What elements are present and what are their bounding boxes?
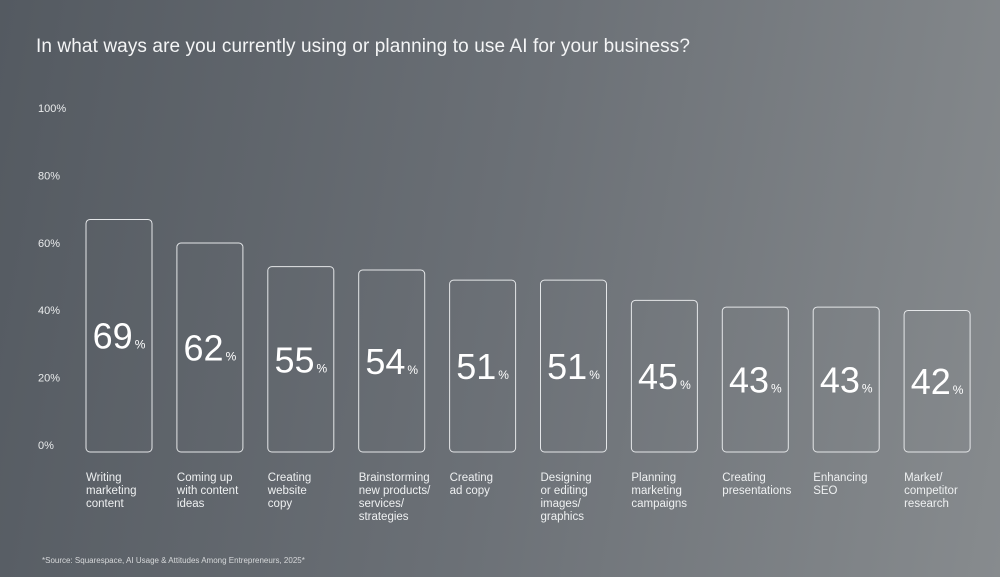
data-label-value: 55: [274, 339, 314, 380]
x-tick-label-line: images/: [541, 498, 582, 510]
bar: [903, 309, 971, 453]
y-tick-label: 100%: [38, 103, 66, 115]
bars-group: 69% 62% 55% 54% 51% 51% 45% 43% 43% 42%: [85, 218, 971, 453]
bar: [176, 242, 244, 453]
x-tick-label: Enhancing SEO: [813, 472, 867, 497]
data-label: 43%: [729, 360, 782, 401]
data-label: 45%: [638, 356, 691, 397]
data-label: 55%: [274, 339, 327, 380]
data-label-value: 51: [456, 346, 496, 387]
data-label: 62%: [184, 328, 237, 369]
x-tick-label: Planning marketing campaigns: [631, 472, 687, 510]
x-tick-label: Designing or editing images/graphics: [541, 472, 592, 523]
x-tick-label-line: Creating: [722, 472, 765, 484]
x-tick-label: Creating ad copy: [450, 472, 493, 497]
y-tick-label: 60%: [38, 238, 60, 250]
x-tick-label-line: ad copy: [450, 485, 491, 497]
y-tick-label: 0%: [38, 440, 54, 452]
data-label-value: 43: [729, 360, 769, 401]
x-tick-label: Writing marketing content: [86, 472, 137, 510]
data-label-unit: %: [953, 383, 964, 397]
bar: [721, 306, 789, 453]
data-label-value: 45: [638, 356, 678, 397]
data-label: 69%: [93, 316, 146, 357]
y-tick-label: 40%: [38, 305, 60, 317]
x-tick-label-line: Designing: [541, 472, 592, 484]
source-note: *Source: Squarespace, AI Usage & Attitud…: [42, 556, 305, 565]
x-tick-label-line: Market/: [904, 472, 943, 484]
data-label-value: 54: [365, 341, 405, 382]
x-tick-label-line: ideas: [177, 498, 205, 510]
data-label-unit: %: [680, 378, 691, 392]
x-tick-label-line: Planning: [631, 472, 676, 484]
x-tick-label-line: new products/: [359, 485, 431, 497]
x-tick-label-line: website: [267, 485, 307, 497]
x-tick-label-line: Coming up: [177, 472, 233, 484]
data-label: 51%: [456, 346, 509, 387]
chart-title: In what ways are you currently using or …: [36, 36, 691, 57]
data-label-value: 43: [820, 360, 860, 401]
data-label-value: 51: [547, 346, 587, 387]
x-tick-label-line: with content: [176, 485, 239, 497]
x-tick-label-line: content: [86, 498, 125, 510]
x-tick-label-line: Creating: [450, 472, 493, 484]
data-label-unit: %: [771, 382, 782, 396]
data-label-unit: %: [589, 368, 600, 382]
data-label: 43%: [820, 360, 873, 401]
data-label-unit: %: [135, 338, 146, 352]
data-label-value: 42: [911, 361, 951, 402]
data-label-unit: %: [407, 363, 418, 377]
bar: [358, 269, 426, 453]
x-tick-label-line: strategies: [359, 511, 409, 523]
data-label-value: 62: [184, 328, 224, 369]
x-tick-label-line: graphics: [541, 511, 585, 523]
x-tick-label: Coming up with content ideas: [176, 472, 239, 510]
y-tick-label: 20%: [38, 373, 60, 385]
x-tick-label-line: services/: [359, 498, 405, 510]
x-tick-label-line: marketing: [631, 485, 682, 497]
data-label-unit: %: [316, 361, 327, 375]
x-tick-label: Brainstorming new products/services/strat…: [359, 472, 431, 523]
x-tick-label-line: Writing: [86, 472, 122, 484]
data-label: 54%: [365, 341, 418, 382]
x-tick-label-line: Enhancing: [813, 472, 867, 484]
x-tick-label: Market/competitor research: [904, 472, 958, 510]
data-label-value: 69: [93, 316, 133, 357]
x-tick-label-line: competitor: [904, 485, 958, 497]
data-label: 42%: [911, 361, 964, 402]
x-tick-label-line: or editing: [541, 485, 588, 497]
x-tick-label-line: presentations: [722, 485, 791, 497]
x-tick-label-line: SEO: [813, 485, 837, 497]
data-label-unit: %: [498, 368, 509, 382]
y-axis: 100% 80% 60% 40% 20% 0%: [38, 103, 66, 452]
bar: [449, 279, 517, 453]
bar: [85, 218, 153, 453]
x-tick-label-line: campaigns: [631, 498, 687, 510]
x-tick-label-line: copy: [268, 498, 293, 510]
x-tick-label-line: research: [904, 498, 949, 510]
bar: [267, 266, 335, 453]
data-label: 51%: [547, 346, 600, 387]
data-label-unit: %: [862, 382, 873, 396]
data-label-unit: %: [226, 350, 237, 364]
x-tick-label: Creating presentations: [722, 472, 791, 497]
bar: [540, 279, 607, 453]
x-tick-label-line: marketing: [86, 485, 137, 497]
y-tick-label: 80%: [38, 170, 60, 182]
x-tick-label-line: Creating: [268, 472, 311, 484]
x-tick-label-line: Brainstorming: [359, 472, 430, 484]
bar: [812, 306, 880, 453]
x-tick-label: Creating website copy: [267, 472, 311, 510]
bar: [630, 299, 698, 453]
